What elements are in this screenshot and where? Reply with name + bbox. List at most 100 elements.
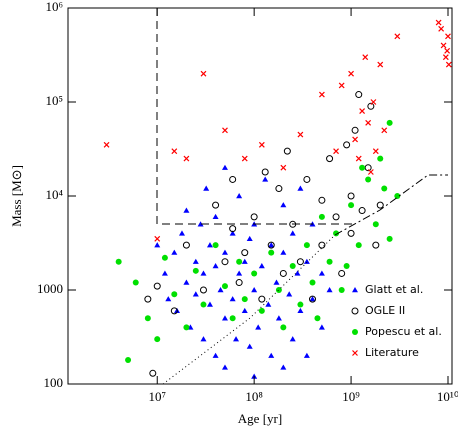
circle-point (153, 282, 161, 290)
circle-point (364, 164, 372, 172)
circle-point (229, 175, 237, 183)
triangle-point (262, 176, 269, 182)
dot-point (280, 324, 287, 331)
cross-point (445, 61, 452, 68)
cross-point (241, 155, 248, 162)
triangle-point (280, 249, 287, 255)
triangle-point (197, 221, 204, 227)
circle-point (149, 369, 157, 377)
dot-point (125, 357, 132, 364)
cross-point (381, 127, 388, 134)
triangle-point (206, 242, 213, 248)
cross-point (297, 131, 304, 138)
dot-point (352, 329, 358, 335)
x-tick-label: 10⁹ (342, 389, 360, 404)
dot-point (289, 263, 296, 270)
dot-point (309, 279, 316, 286)
triangle-point (280, 202, 287, 208)
dot-point (171, 291, 178, 298)
triangle-point (297, 185, 304, 191)
dot-point (154, 336, 161, 343)
triangle-point (265, 301, 272, 307)
cross-point (154, 235, 161, 242)
triangle-point (318, 324, 325, 330)
triangle-point (192, 291, 199, 297)
dot-point (275, 287, 282, 293)
y-tick-label: 10⁴ (45, 187, 63, 202)
circle-point (182, 241, 190, 249)
dot-point (192, 267, 199, 274)
triangle-point (286, 291, 293, 297)
selection-boundary (156, 8, 357, 225)
triangle-point (178, 230, 185, 236)
triangle-point (352, 287, 358, 293)
dot-point (359, 164, 366, 171)
cross-point (367, 169, 374, 175)
detection-limit (162, 234, 336, 385)
cross-point (435, 19, 442, 26)
circle-point (355, 91, 363, 99)
cross-point (440, 42, 447, 49)
cross-point (280, 164, 287, 171)
circle-point (212, 201, 220, 209)
cross-point (222, 127, 228, 134)
triangle-point (268, 352, 275, 358)
x-tick-label: 10¹⁰ (437, 389, 458, 404)
triangle-point (268, 242, 275, 248)
triangle-point (154, 242, 161, 248)
triangle-point (251, 287, 258, 293)
circle-point (376, 201, 384, 209)
cross-point (318, 91, 325, 98)
triangle-point (217, 287, 224, 293)
dot-point (386, 119, 393, 126)
triangle-point (236, 193, 243, 199)
points (103, 19, 452, 379)
cross-point (352, 136, 359, 143)
triangle-point (229, 296, 236, 302)
cross-point (200, 70, 207, 77)
dot-point (212, 242, 219, 249)
triangle-point (212, 213, 219, 220)
circle-point (338, 269, 346, 277)
circle-point (170, 307, 178, 315)
y-tick-label: 100 (44, 375, 64, 390)
cross-point (442, 54, 449, 61)
circle-point (279, 269, 287, 277)
circle-point (326, 155, 334, 163)
dot-point (343, 263, 350, 270)
dot-point (318, 213, 325, 220)
dot-point (372, 221, 379, 228)
circle-point (332, 213, 340, 221)
y-tick-label: 10⁶ (45, 0, 63, 14)
circle-point (235, 279, 243, 287)
circle-point (261, 168, 269, 176)
cross-point (171, 148, 178, 155)
triangle-point (318, 270, 325, 276)
triangle-point (192, 258, 199, 264)
triangle-point (236, 270, 243, 276)
dot-point (161, 254, 168, 261)
circle-point (296, 258, 304, 266)
triangle-point (297, 307, 304, 314)
dot-point (115, 258, 122, 265)
dot-point (303, 242, 310, 249)
triangle-point (229, 230, 236, 236)
triangle-point (221, 164, 228, 170)
triangle-point (212, 352, 219, 358)
dot-point (132, 279, 139, 286)
circle-point (347, 229, 355, 237)
triangle-point (294, 270, 301, 276)
circle-point (358, 207, 366, 215)
cross-point (333, 148, 339, 155)
circle-point (318, 241, 326, 249)
dot-point (377, 155, 384, 162)
detection-limit (334, 174, 448, 236)
dot-point (258, 307, 265, 314)
triangle-point (326, 287, 333, 293)
cross-point (377, 61, 384, 68)
cross-point (258, 141, 265, 148)
circle-point (351, 307, 359, 315)
cross-point (338, 82, 345, 89)
x-tick-label: 10⁸ (245, 389, 263, 404)
